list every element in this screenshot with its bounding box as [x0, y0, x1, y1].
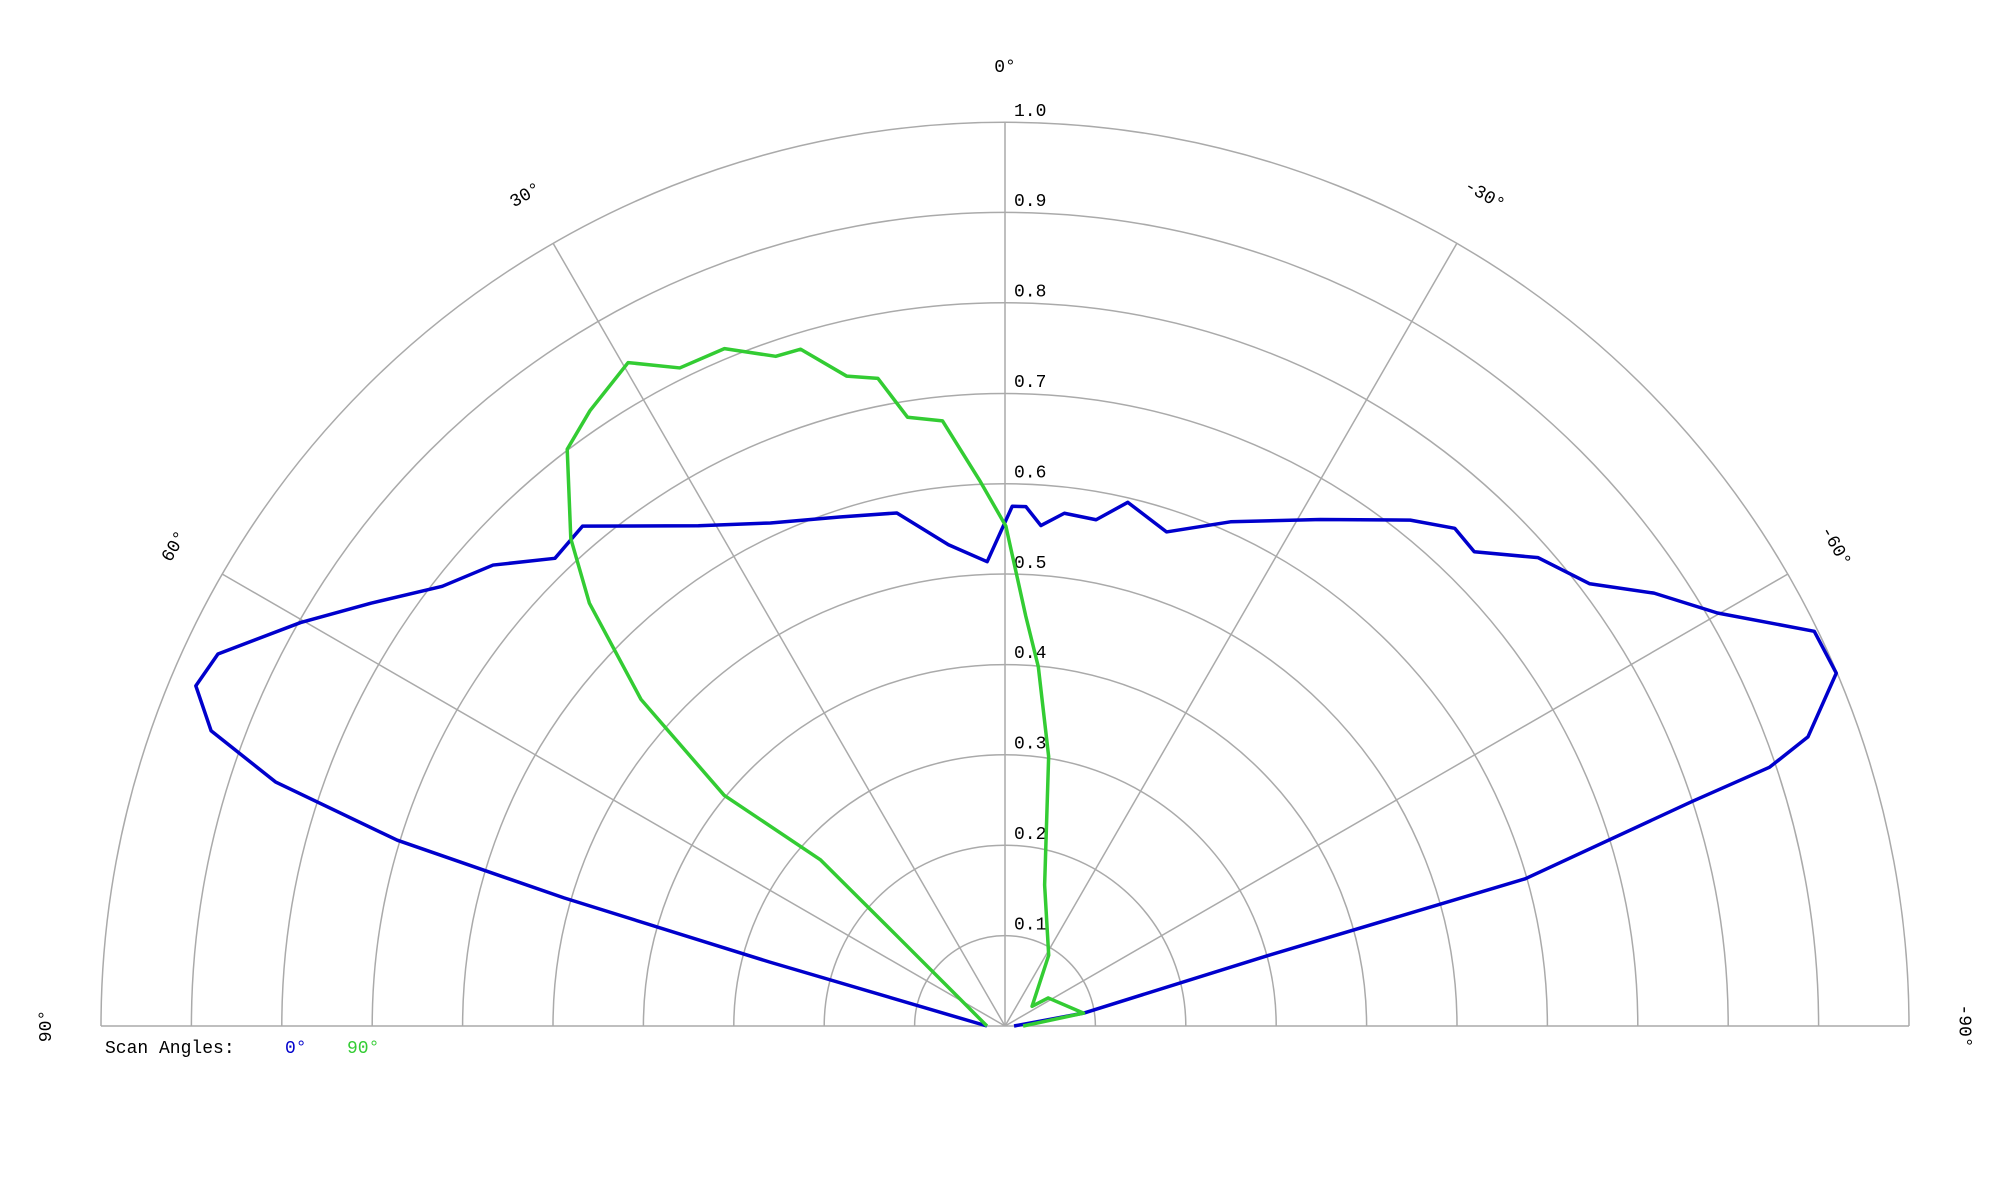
grid-spoke — [1004, 242, 1458, 1027]
theta-tick-label: -90° — [1953, 1004, 1973, 1047]
r-tick-label: 0.7 — [1014, 373, 1046, 393]
grid-spoke — [221, 573, 1006, 1027]
grid-spoke — [552, 242, 1006, 1027]
r-tick-label: 0.6 — [1014, 463, 1046, 483]
theta-tick-label: -30° — [1460, 177, 1507, 216]
legend-entry: 90° — [347, 1039, 379, 1059]
r-tick-label: 1.0 — [1014, 102, 1046, 122]
grid-spoke — [1004, 573, 1789, 1027]
series-line — [565, 346, 1086, 1028]
r-tick-label: 0.2 — [1014, 825, 1046, 845]
series-line — [194, 500, 1839, 1028]
legend-title: Scan Angles: — [105, 1039, 235, 1059]
theta-tick-label: -60° — [1815, 523, 1854, 570]
r-tick-label: 0.1 — [1014, 915, 1046, 935]
r-tick-label: 0.8 — [1014, 283, 1046, 303]
r-tick-label: 0.4 — [1014, 644, 1046, 664]
theta-tick-label: 0° — [994, 58, 1016, 78]
theta-tick-label: 30° — [507, 179, 545, 213]
r-tick-label: 0.3 — [1014, 735, 1046, 755]
r-tick-label: 0.5 — [1014, 554, 1046, 574]
r-tick-label: 0.9 — [1014, 192, 1046, 212]
theta-tick-label: 90° — [37, 1010, 57, 1042]
theta-tick-label: 60° — [158, 528, 192, 566]
legend-entry: 0° — [285, 1039, 307, 1059]
